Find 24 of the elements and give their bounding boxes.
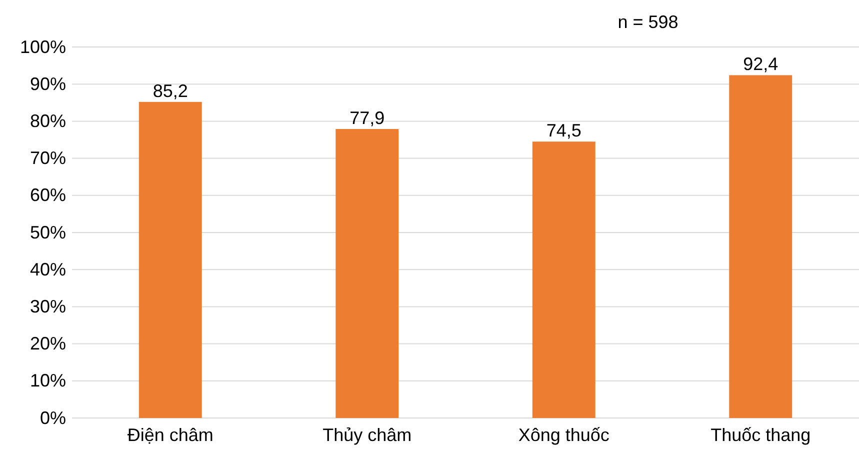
y-tick-label: 20% (30, 334, 66, 354)
bar (138, 102, 202, 418)
data-label: 85,2 (152, 80, 188, 101)
x-tick-label: Xông thuốc (518, 424, 610, 445)
data-label: 92,4 (743, 54, 778, 74)
y-tick-label: 30% (30, 296, 66, 316)
y-tick-label: 80% (30, 110, 66, 131)
y-tick-label: 50% (30, 222, 66, 242)
bar (336, 128, 399, 418)
y-tick-label: 60% (30, 185, 66, 206)
x-tick-label: Điện châm (127, 424, 214, 445)
y-tick-label: 40% (30, 259, 66, 280)
text: n = 598 (618, 12, 678, 32)
y-tick-label: 100% (20, 36, 66, 57)
x-tick-label: Thủy châm (322, 424, 412, 445)
bar (729, 75, 792, 418)
y-tick-label: 0% (40, 408, 66, 428)
x-tick-label: Thuốc thang (710, 424, 811, 445)
bar (532, 142, 596, 418)
data-label: 74,5 (546, 120, 582, 141)
y-tick-label: 90% (30, 74, 66, 94)
data-label: 77,9 (350, 108, 385, 128)
y-tick-label: 70% (30, 148, 66, 168)
y-tick-label: 10% (30, 370, 66, 391)
